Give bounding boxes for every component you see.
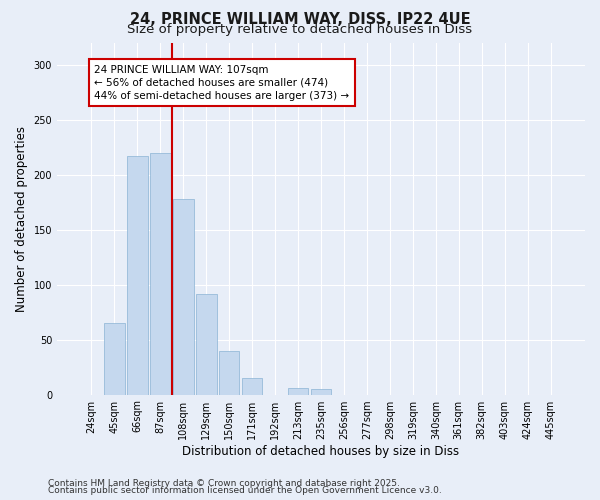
Text: Contains public sector information licensed under the Open Government Licence v3: Contains public sector information licen…	[48, 486, 442, 495]
Bar	[196, 294, 217, 394]
Bar	[104, 323, 125, 394]
Bar	[219, 350, 239, 395]
Text: Size of property relative to detached houses in Diss: Size of property relative to detached ho…	[127, 22, 473, 36]
Y-axis label: Number of detached properties: Number of detached properties	[15, 126, 28, 312]
Bar	[311, 389, 331, 394]
Text: 24, PRINCE WILLIAM WAY, DISS, IP22 4UE: 24, PRINCE WILLIAM WAY, DISS, IP22 4UE	[130, 12, 470, 28]
Bar	[173, 198, 194, 394]
Text: 24 PRINCE WILLIAM WAY: 107sqm
← 56% of detached houses are smaller (474)
44% of : 24 PRINCE WILLIAM WAY: 107sqm ← 56% of d…	[94, 64, 349, 101]
Text: Contains HM Land Registry data © Crown copyright and database right 2025.: Contains HM Land Registry data © Crown c…	[48, 478, 400, 488]
Bar	[150, 152, 170, 394]
X-axis label: Distribution of detached houses by size in Diss: Distribution of detached houses by size …	[182, 444, 460, 458]
Bar	[127, 156, 148, 394]
Bar	[242, 378, 262, 394]
Bar	[288, 388, 308, 394]
